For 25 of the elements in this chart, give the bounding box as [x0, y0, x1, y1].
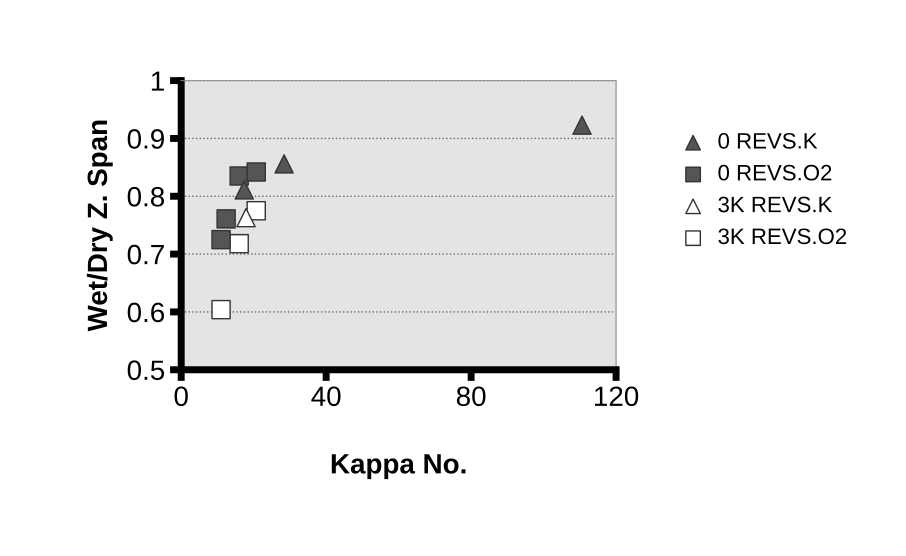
y-tick-label: 0.9 — [128, 129, 164, 149]
legend-label: 3K REVS.K — [718, 196, 832, 212]
legend-label: 3K REVS.O2 — [718, 228, 846, 244]
x-axis-title: Kappa No. — [332, 454, 466, 480]
y-axis-title: Wet/Dry Z. Span — [86, 120, 113, 332]
y-tick-label: 0.5 — [128, 360, 164, 380]
legend-label: 0 REVS.K — [718, 132, 818, 149]
point — [274, 154, 294, 174]
y-tick-label: 1 — [152, 72, 164, 91]
x-tick-label: 120 — [595, 386, 638, 406]
point — [246, 200, 266, 220]
point — [229, 234, 249, 254]
point — [246, 162, 266, 182]
point — [216, 209, 236, 229]
x-tick-label: 40 — [311, 386, 341, 406]
y-tick-label: 0.6 — [128, 302, 164, 322]
legend-label: 0 REVS.O2 — [718, 164, 832, 181]
point — [234, 180, 254, 200]
point — [572, 115, 592, 135]
x-tick-label: 0 — [174, 386, 188, 406]
y-tick-label: 0.8 — [128, 186, 164, 207]
point — [211, 300, 231, 320]
point — [211, 230, 231, 250]
y-tick-label: 0.7 — [128, 244, 164, 264]
x-tick-label: 80 — [456, 386, 486, 406]
